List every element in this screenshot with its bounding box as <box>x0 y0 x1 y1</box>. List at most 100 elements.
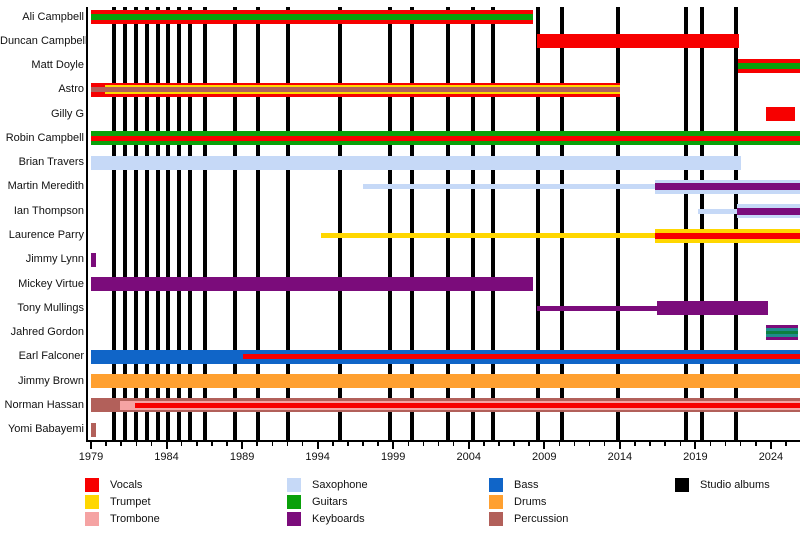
x-minor-tick <box>649 442 651 446</box>
timeline-bar-keyboards <box>654 183 800 191</box>
legend-swatch-trumpet <box>85 495 99 509</box>
x-minor-tick <box>180 442 183 446</box>
x-major-tick <box>90 442 92 449</box>
studio-album-line <box>256 7 260 440</box>
x-major-tick <box>618 442 621 449</box>
x-minor-tick <box>271 442 274 446</box>
studio-album-line <box>491 7 495 440</box>
x-major-tick <box>392 442 395 449</box>
member-label: Jimmy Brown <box>17 374 84 387</box>
legend-label: Saxophone <box>312 479 368 491</box>
member-label: Ali Campbell <box>22 10 84 23</box>
member-label: Brian Travers <box>18 156 84 169</box>
timeline-bar-saxophone <box>91 155 741 170</box>
x-minor-tick <box>573 442 576 446</box>
x-axis-line <box>86 440 800 442</box>
x-major-tick <box>694 442 697 449</box>
x-minor-tick <box>196 442 198 446</box>
studio-album-line <box>410 7 414 440</box>
legend-swatch-bass <box>489 478 503 492</box>
studio-album-line <box>145 7 149 440</box>
legend-label: Bass <box>514 479 539 491</box>
x-major-tick <box>467 442 470 449</box>
timeline-bar-saxophone <box>698 208 737 214</box>
x-minor-tick <box>211 442 213 446</box>
timeline-bar-vocals <box>766 107 796 122</box>
x-minor-tick <box>301 442 304 446</box>
legend-label: Guitars <box>312 496 348 508</box>
legend-label: Percussion <box>514 513 569 525</box>
x-minor-tick <box>150 442 153 446</box>
x-minor-tick <box>135 442 138 446</box>
studio-album-line <box>734 7 738 440</box>
x-tick-label: 1999 <box>380 451 406 463</box>
x-major-tick <box>543 442 546 449</box>
timeline-bar-keyboards <box>656 301 768 316</box>
timeline-bar-percussion <box>91 422 96 437</box>
legend-swatch-studio_albums <box>675 478 689 492</box>
member-label: Earl Falconer <box>18 350 84 363</box>
timeline-bar-saxophone <box>362 184 655 190</box>
studio-album-line <box>700 7 704 440</box>
x-major-tick <box>769 442 772 449</box>
studio-album-line <box>446 7 450 440</box>
timeline-bar-keyboards <box>536 305 657 311</box>
timeline-bar-vocals <box>536 34 740 49</box>
x-tick-label: 2014 <box>607 451 633 463</box>
member-label: Yomi Babayemi <box>7 423 84 436</box>
timeline-bar-vocals <box>242 354 800 360</box>
studio-album-line <box>471 7 475 440</box>
x-minor-tick <box>785 442 787 446</box>
studio-album-line <box>112 7 116 440</box>
legend-swatch-percussion <box>489 512 503 526</box>
x-minor-tick <box>528 442 530 446</box>
x-tick-label: 1994 <box>305 451 330 463</box>
x-minor-tick <box>422 442 425 446</box>
timeline-bar-keyboards <box>91 252 96 267</box>
legend-label: Trumpet <box>110 496 151 508</box>
x-minor-tick <box>105 442 107 446</box>
x-minor-tick <box>588 442 591 446</box>
x-minor-tick <box>452 442 455 446</box>
legend-label: Vocals <box>110 479 143 491</box>
x-minor-tick <box>558 442 561 446</box>
x-minor-tick <box>755 442 757 446</box>
timeline-bar-vocals <box>654 232 800 239</box>
x-minor-tick <box>634 442 636 446</box>
x-minor-tick <box>286 442 289 446</box>
member-label: Tony Mullings <box>17 301 84 314</box>
studio-album-line <box>560 7 564 440</box>
studio-album-line <box>388 7 392 440</box>
x-minor-tick <box>226 442 228 446</box>
studio-album-line <box>134 7 138 440</box>
member-label: Martin Meredith <box>7 180 84 193</box>
legend-label: Drums <box>514 496 547 508</box>
legend-swatch-trombone <box>85 512 99 526</box>
legend-swatch-keyboards <box>287 512 301 526</box>
timeline-bar-accent_green <box>765 331 799 335</box>
studio-album-line <box>616 7 620 440</box>
x-tick-label: 1989 <box>229 451 255 463</box>
timeline-bar-drums <box>91 374 800 389</box>
timeline-bar-keyboards <box>91 277 533 292</box>
timeline-bar-vocals <box>134 402 800 408</box>
legend-swatch-guitars <box>287 495 301 509</box>
studio-album-line <box>233 7 237 440</box>
x-tick-label: 1979 <box>78 451 104 463</box>
member-label: Gilly G <box>51 107 84 120</box>
studio-album-line <box>177 7 181 440</box>
x-minor-tick <box>256 442 258 446</box>
x-minor-tick <box>332 442 334 446</box>
x-major-tick <box>165 442 168 449</box>
timeline-bar-percussion <box>91 87 620 93</box>
studio-album-line <box>156 7 160 440</box>
legend-swatch-drums <box>489 495 503 509</box>
y-axis-line <box>86 7 88 442</box>
x-tick-label: 2004 <box>456 451 481 463</box>
x-minor-tick <box>709 442 712 446</box>
x-tick-label: 2009 <box>532 451 557 463</box>
x-minor-tick <box>739 442 742 446</box>
x-tick-label: 1984 <box>154 451 179 463</box>
legend-label: Studio albums <box>700 479 770 491</box>
x-minor-tick <box>679 442 682 446</box>
